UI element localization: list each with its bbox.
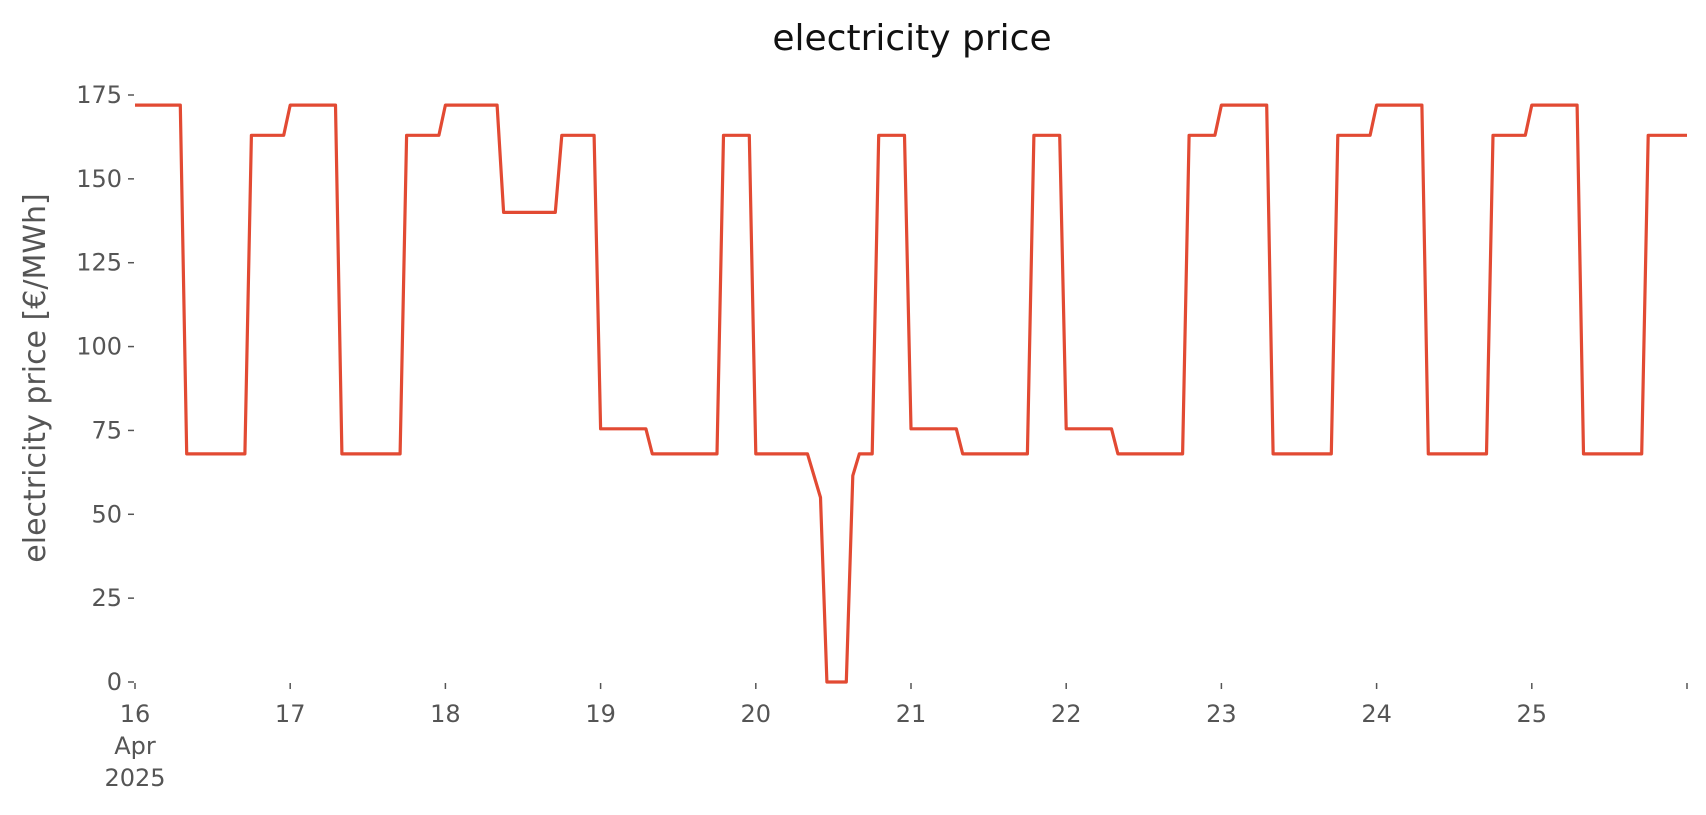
chart-title: electricity price — [772, 18, 1051, 59]
x-tick-label: 19 — [585, 700, 616, 728]
x-tick-label: 16 — [120, 700, 151, 728]
x-tick-label: 17 — [275, 700, 306, 728]
x-tick-label: 18 — [430, 700, 461, 728]
price-series-line — [135, 103, 1687, 684]
x-tick-label: 2025 — [104, 764, 165, 792]
x-tick-label: Apr — [114, 732, 156, 760]
x-tick-label: 23 — [1206, 700, 1237, 728]
x-axis: 16 Apr 2025 17 18 19 20 21 22 23 24 25 — [104, 683, 1688, 792]
y-tick-label: 25 — [91, 584, 122, 612]
plot-area — [135, 103, 1687, 684]
y-axis-label: electricity price [€/MWh] — [18, 193, 53, 562]
x-tick-label: 21 — [896, 700, 927, 728]
y-tick-label: 150 — [76, 165, 122, 193]
y-tick-label: 50 — [91, 500, 122, 528]
x-tick-label: 25 — [1517, 700, 1548, 728]
x-tick-label: 20 — [741, 700, 772, 728]
y-tick-label: 125 — [76, 249, 122, 277]
y-axis: 0 25 50 75 100 125 150 175 — [76, 81, 134, 696]
y-tick-label: 0 — [107, 668, 122, 696]
x-tick-label: 22 — [1051, 700, 1082, 728]
y-tick-label: 175 — [76, 81, 122, 109]
y-tick-label: 100 — [76, 333, 122, 361]
x-tick-label: 24 — [1361, 700, 1392, 728]
y-tick-label: 75 — [91, 416, 122, 444]
